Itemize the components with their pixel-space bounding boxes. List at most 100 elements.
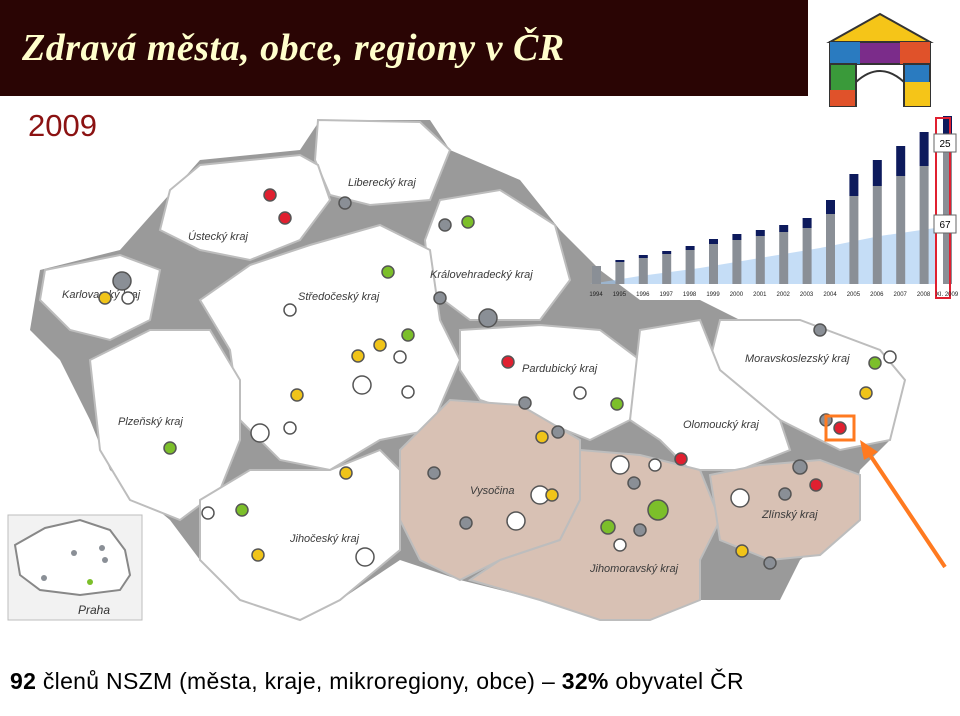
annotation-box-top <box>933 133 957 153</box>
x-tick-label: 2002 <box>777 292 791 298</box>
x-tick-label: 1994 <box>589 292 603 298</box>
x-tick-label: XI. 2009 <box>936 292 959 298</box>
bar-new-members <box>755 230 765 236</box>
marker-yellow <box>535 430 549 444</box>
marker-white <box>121 291 135 305</box>
czech-map: Liberecký kraj Ústecký kraj Královehrade… <box>7 116 959 622</box>
bar-new-members <box>732 234 742 240</box>
bar-new-members <box>615 260 625 262</box>
marker-red <box>501 355 515 369</box>
x-tick-label: 2001 <box>753 292 767 298</box>
bar-members <box>849 196 859 284</box>
label-kralovehradecky: Královehradecký kraj <box>430 269 533 281</box>
region-jihomoravsky <box>467 448 722 621</box>
x-tick-label: 1996 <box>636 292 650 298</box>
marker-red-highlighted <box>833 421 847 435</box>
member-markers <box>98 188 897 570</box>
marker-gray <box>459 516 473 530</box>
marker-white <box>610 455 630 475</box>
bar-members <box>685 250 695 284</box>
bar-new-members <box>872 160 882 186</box>
current-bar-frame <box>935 117 951 299</box>
population-percent: 32% <box>561 668 609 694</box>
marker-yellow <box>251 548 265 562</box>
marker-yellow <box>735 544 749 558</box>
bar-new-members <box>685 246 695 250</box>
label-stredocesky: Středočeský kraj <box>298 291 380 303</box>
marker-white <box>355 547 375 567</box>
inset-label: Praha <box>78 603 110 617</box>
marker-white <box>283 303 297 317</box>
label-vysocina: Vysočina <box>470 485 514 497</box>
bar-new-members <box>802 218 812 228</box>
bar-new-members <box>662 251 672 254</box>
page-title: Zdravá města, obce, regiony v ČR <box>22 27 565 69</box>
marker-gray <box>438 218 452 232</box>
marker-white <box>883 350 897 364</box>
pointer-arrow <box>860 440 947 569</box>
region-liberecky <box>313 118 452 207</box>
marker-yellow <box>98 291 112 305</box>
marker-gray <box>778 487 792 501</box>
map-area: Liberecký kraj Ústecký kraj Královehrade… <box>0 92 960 652</box>
bar-members <box>919 166 929 284</box>
marker-green <box>235 503 249 517</box>
marker-yellow <box>373 338 387 352</box>
marker-green <box>461 215 475 229</box>
marker-white <box>573 386 587 400</box>
bar-new-members <box>919 132 929 166</box>
bar-members <box>615 262 625 284</box>
x-tick-label: 1999 <box>706 292 720 298</box>
marker-yellow <box>545 488 559 502</box>
region-kralovehradecky <box>423 188 572 321</box>
marker-gray <box>763 556 777 570</box>
marker-gray <box>633 523 647 537</box>
annotation-bottom: 67 <box>939 220 951 231</box>
label-moravskoslezsky: Moravskoslezský kraj <box>745 353 850 365</box>
member-count: 92 <box>10 668 37 694</box>
marker-gray <box>792 459 808 475</box>
bar-members <box>896 176 906 284</box>
bar-members <box>755 236 765 284</box>
x-tick-label: 2008 <box>917 292 931 298</box>
praha-inset: Praha <box>7 514 143 621</box>
region-plzensky <box>88 329 241 522</box>
marker-white <box>352 375 372 395</box>
marker-white <box>401 385 415 399</box>
bar-new-members <box>779 225 789 232</box>
x-tick-label: 1997 <box>660 292 674 298</box>
x-tick-label: 2003 <box>800 292 814 298</box>
marker-red <box>263 188 277 202</box>
marker-gray <box>427 466 441 480</box>
bar-members <box>826 214 835 284</box>
x-tick-label: 2004 <box>823 292 837 298</box>
marker-yellow <box>290 388 304 402</box>
bar-new-members <box>826 200 835 214</box>
x-tick-label: 1995 <box>613 292 627 298</box>
healthy-cities-logo <box>826 12 934 107</box>
bar-members <box>638 258 648 284</box>
marker-white <box>648 458 662 472</box>
marker-gray <box>627 476 641 490</box>
marker-gray <box>112 271 132 291</box>
marker-yellow <box>339 466 353 480</box>
marker-green <box>381 265 395 279</box>
bar-new-members <box>896 146 906 176</box>
marker-gray <box>518 396 532 410</box>
marker-white <box>201 506 215 520</box>
x-tick-label: 2000 <box>730 292 744 298</box>
marker-white <box>506 511 526 531</box>
bar-members <box>872 186 882 284</box>
label-olomoucky: Olomoucký kraj <box>683 419 759 431</box>
x-tick-label: 1998 <box>683 292 697 298</box>
bar-members <box>802 228 812 284</box>
bar-members <box>709 244 718 284</box>
marker-gray <box>813 323 827 337</box>
bar-members <box>779 232 789 284</box>
annotation-box-bottom <box>933 214 957 234</box>
x-axis-labels: 1994 1995 1996 1997 1998 1999 2000 2001 2002 2003… <box>589 292 959 298</box>
region-olomoucky <box>628 318 792 471</box>
bar-new-members <box>638 255 648 258</box>
bar-members <box>592 266 601 284</box>
annotation-top: 25 <box>939 139 951 150</box>
